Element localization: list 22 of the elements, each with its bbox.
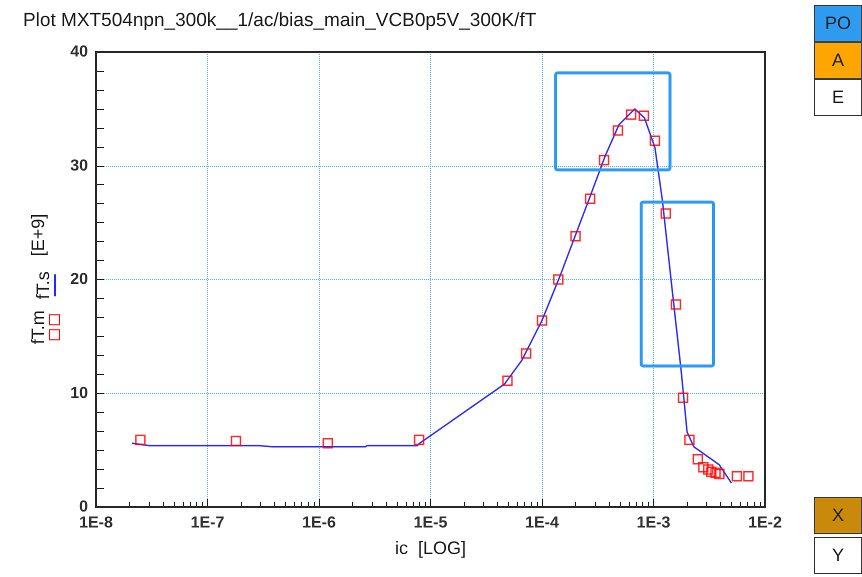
toggle-button: E xyxy=(814,79,862,116)
toggle-button: X xyxy=(814,497,862,534)
x-tick-label: 1E-8 xyxy=(79,514,113,532)
x-tick-label: 1E-3 xyxy=(636,514,670,532)
x-tick-label: 1E-5 xyxy=(414,514,448,532)
x-axis-title: ic [LOG] xyxy=(394,538,466,558)
chart-title: Plot MXT504npn_300k__1/ac/bias_main_VCB0p5V_300K/fT xyxy=(23,10,537,31)
y-tick-label: 0 xyxy=(79,498,88,516)
x-tick-label: 1E-7 xyxy=(190,514,224,532)
y-tick-label: 40 xyxy=(70,44,88,60)
legend-label: fT.s xyxy=(32,271,54,300)
x-tick-label: 1E-6 xyxy=(302,514,336,532)
toggle-button: Y xyxy=(814,537,862,574)
toggle-button: PO xyxy=(814,5,862,42)
legend-label: fT.m xyxy=(28,310,49,344)
x-tick-label: 1E-4 xyxy=(525,514,559,532)
y-axis-title: [E+9] xyxy=(28,214,49,256)
y-tick-label: 20 xyxy=(70,271,88,288)
toggle-button: A xyxy=(814,42,862,79)
x-tick-label: 1E-2 xyxy=(748,514,782,532)
y-tick-label: 10 xyxy=(70,384,88,402)
y-tick-label: 30 xyxy=(70,157,88,174)
